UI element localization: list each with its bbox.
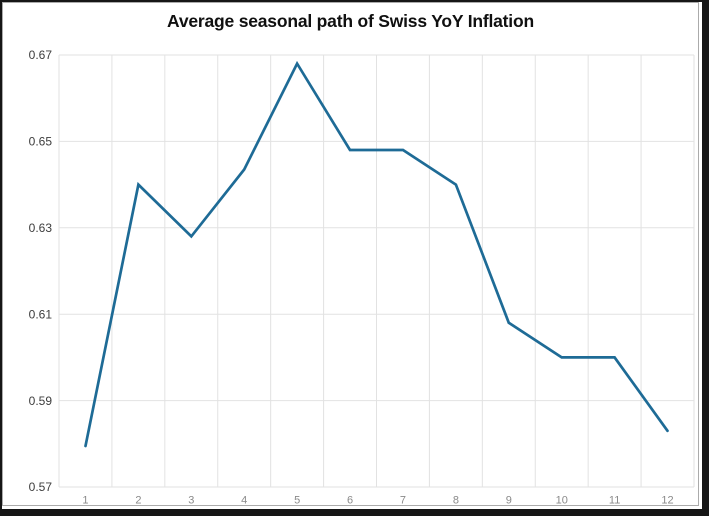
y-tick-label: 0.61 xyxy=(29,307,53,321)
x-tick-label: 2 xyxy=(135,495,141,507)
y-tick-label: 0.57 xyxy=(29,480,53,494)
x-tick-label: 8 xyxy=(453,495,459,507)
y-tick-label: 0.65 xyxy=(29,135,53,149)
y-tick-label: 0.59 xyxy=(29,394,53,408)
x-tick-label: 5 xyxy=(294,495,300,507)
chart-title: Average seasonal path of Swiss YoY Infla… xyxy=(167,11,534,31)
x-tick-label: 3 xyxy=(188,495,194,507)
y-tick-label: 0.67 xyxy=(29,48,53,62)
chart-card xyxy=(2,2,699,506)
x-tick-label: 11 xyxy=(609,495,620,507)
x-tick-label: 4 xyxy=(241,495,247,507)
x-tick-label: 7 xyxy=(400,495,406,507)
x-tick-label: 9 xyxy=(506,495,512,507)
x-tick-label: 12 xyxy=(661,495,673,507)
y-tick-label: 0.63 xyxy=(29,221,53,235)
series-line xyxy=(84,60,669,448)
x-tick-label: 10 xyxy=(556,495,568,507)
x-tick-label: 6 xyxy=(347,495,353,507)
x-tick-label: 1 xyxy=(82,495,88,507)
